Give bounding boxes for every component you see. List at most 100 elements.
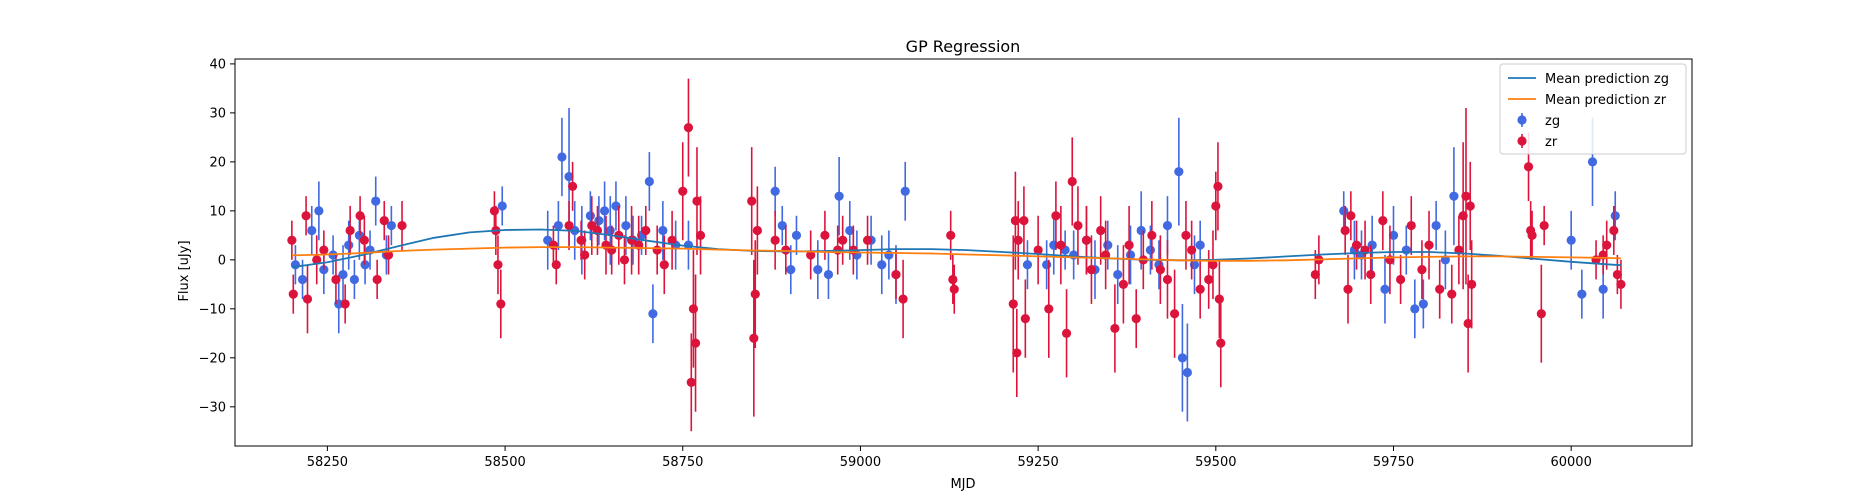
zr-point bbox=[659, 260, 669, 270]
zr-point bbox=[1435, 284, 1445, 294]
y-tick-label: 30 bbox=[209, 106, 226, 121]
zg-point bbox=[1162, 220, 1173, 231]
zr-point bbox=[340, 299, 350, 309]
zg-point bbox=[1610, 211, 1620, 221]
zr-point bbox=[1216, 338, 1226, 348]
zr-point bbox=[379, 216, 389, 226]
zr-point bbox=[747, 196, 757, 206]
zr-point bbox=[1118, 279, 1129, 289]
zg-point bbox=[297, 274, 308, 285]
zr-point bbox=[1211, 201, 1221, 211]
zr-point bbox=[1343, 284, 1353, 294]
zr-point bbox=[1417, 265, 1427, 275]
zr-point bbox=[580, 250, 590, 260]
x-tick-label: 59250 bbox=[1017, 455, 1058, 470]
zr-point bbox=[1086, 265, 1097, 275]
y-tick-label: 10 bbox=[209, 204, 226, 219]
zr-point bbox=[749, 333, 759, 343]
zr-point bbox=[1169, 309, 1180, 319]
zr-point bbox=[686, 377, 696, 387]
zr-point bbox=[1033, 245, 1043, 255]
zg-point bbox=[1410, 304, 1420, 314]
zg-point bbox=[1174, 167, 1184, 177]
legend-marker-zr bbox=[1517, 136, 1527, 146]
zg-point bbox=[813, 265, 823, 275]
zg-point bbox=[349, 274, 360, 285]
zg-point bbox=[344, 240, 354, 250]
zg-point bbox=[845, 225, 855, 236]
x-tick-label: 59750 bbox=[1373, 455, 1414, 470]
zr-point bbox=[1461, 191, 1471, 201]
zg-point bbox=[1113, 269, 1123, 280]
zr-point bbox=[564, 220, 574, 231]
zr-point bbox=[1612, 269, 1622, 280]
zr-point bbox=[1213, 181, 1223, 191]
zr-point bbox=[1181, 230, 1191, 240]
zg-point bbox=[1367, 240, 1377, 250]
zr-point bbox=[372, 274, 382, 285]
zr-point bbox=[1609, 225, 1619, 236]
zr-point bbox=[1539, 220, 1549, 231]
zr-point bbox=[1013, 235, 1023, 245]
x-tick-label: 58750 bbox=[662, 455, 703, 470]
zg-point bbox=[338, 269, 348, 280]
zr-point bbox=[1351, 240, 1362, 250]
zg-point bbox=[834, 191, 844, 201]
zr-point bbox=[287, 235, 297, 245]
zr-point bbox=[355, 211, 365, 221]
y-tick-label: 0 bbox=[218, 253, 226, 268]
zr-point bbox=[1447, 289, 1457, 299]
zr-point bbox=[1366, 269, 1376, 280]
zg-point bbox=[877, 260, 887, 270]
zg-point bbox=[605, 225, 615, 236]
zg-point bbox=[1418, 299, 1428, 309]
zr-point bbox=[1536, 309, 1546, 319]
zg-point bbox=[553, 220, 563, 231]
zr-point bbox=[838, 235, 848, 245]
zg-point bbox=[1022, 260, 1033, 270]
y-tick-label: 40 bbox=[209, 57, 226, 72]
zr-point bbox=[1124, 240, 1134, 250]
zr-point bbox=[949, 284, 959, 294]
zr-point bbox=[692, 196, 702, 206]
y-tick-label: −30 bbox=[199, 400, 226, 415]
zr-point bbox=[489, 206, 500, 216]
legend-box bbox=[1499, 63, 1687, 155]
zr-point bbox=[750, 289, 760, 299]
zg-point bbox=[777, 220, 787, 231]
y-tick-label: 20 bbox=[209, 155, 226, 170]
zg-point bbox=[791, 230, 802, 240]
plot-area: 58250 58500 58750 59000 59250 59500 59750 60000… bbox=[199, 57, 1693, 470]
zg-point bbox=[1103, 240, 1113, 250]
zg-point bbox=[1136, 225, 1146, 236]
x-tick-label: 58500 bbox=[484, 455, 525, 470]
zr-point bbox=[1162, 274, 1173, 285]
x-axis-label: MJD bbox=[950, 477, 975, 492]
zr-point bbox=[1204, 274, 1214, 285]
zr-point bbox=[1061, 328, 1072, 338]
zr-point bbox=[678, 186, 688, 196]
legend: Mean prediction zg Mean prediction zr zg zr bbox=[1499, 63, 1687, 155]
zg-point bbox=[1449, 191, 1459, 201]
zr-point bbox=[319, 245, 329, 255]
x-tick-label: 59000 bbox=[840, 455, 881, 470]
legend-label-mean-prediction-zg: Mean prediction zg bbox=[1545, 72, 1669, 87]
zg-point bbox=[683, 240, 694, 250]
legend-label-mean-prediction-zr: Mean prediction zr bbox=[1545, 93, 1667, 108]
zg-point bbox=[1566, 235, 1576, 245]
zr-point bbox=[806, 250, 816, 260]
zg-point bbox=[658, 225, 668, 236]
zr-point bbox=[1195, 284, 1205, 294]
zr-point bbox=[1424, 240, 1434, 250]
zr-point bbox=[1406, 220, 1416, 231]
zr-point bbox=[1020, 314, 1030, 324]
zr-point bbox=[695, 230, 706, 240]
zr-point bbox=[1067, 176, 1077, 187]
zg-point bbox=[1145, 245, 1156, 255]
zg-point bbox=[1380, 284, 1390, 294]
zr-point bbox=[1467, 279, 1477, 289]
zr-point bbox=[312, 255, 322, 265]
zr-point bbox=[301, 211, 311, 221]
zg-point bbox=[557, 152, 567, 162]
zr-point bbox=[1187, 245, 1197, 255]
